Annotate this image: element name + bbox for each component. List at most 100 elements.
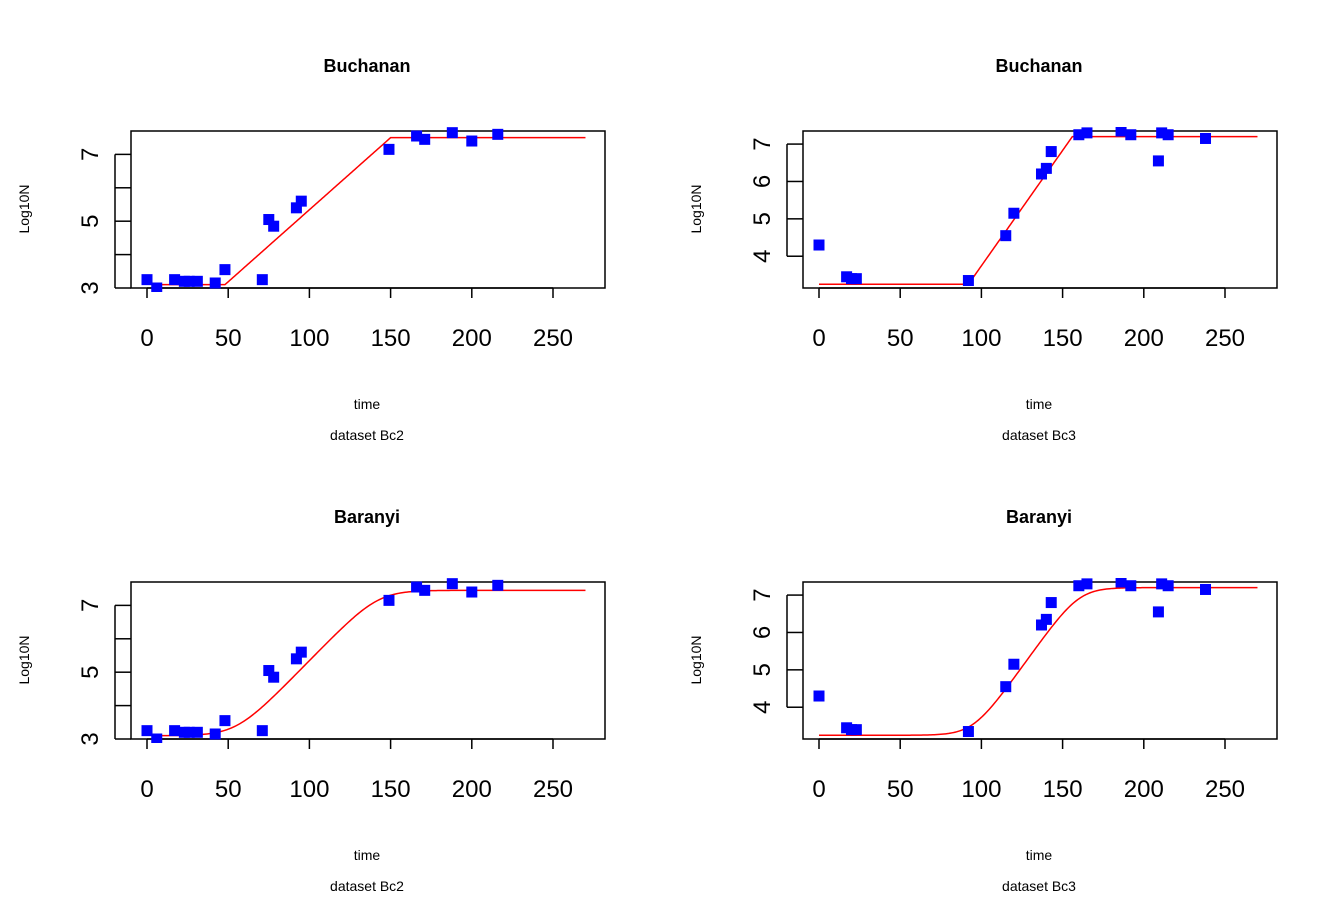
data-point <box>1008 658 1020 670</box>
data-point <box>383 143 395 155</box>
panel-title: Buchanan <box>995 56 1082 76</box>
data-point <box>419 584 431 596</box>
data-point <box>263 665 275 677</box>
data-point <box>183 726 195 738</box>
x-tick-label: 0 <box>812 776 825 803</box>
y-axis-label: Log10N <box>16 635 32 684</box>
data-point <box>850 724 862 736</box>
data-point <box>209 277 221 289</box>
x-tick-label: 150 <box>371 325 411 352</box>
data-point <box>151 282 163 292</box>
data-point <box>492 579 504 591</box>
data-point <box>1200 132 1212 144</box>
y-tick-label: 7 <box>749 588 776 601</box>
fitted-curve <box>819 135 1258 286</box>
data-point <box>446 127 458 139</box>
x-tick-label: 50 <box>215 325 242 352</box>
plot-frame <box>802 581 1278 740</box>
data-point <box>1162 129 1174 141</box>
data-point <box>813 239 825 251</box>
y-tick-label: 4 <box>749 250 776 263</box>
y-tick-label: 3 <box>77 281 104 294</box>
y-tick-label: 7 <box>77 599 104 612</box>
data-point <box>1045 597 1057 609</box>
data-point <box>411 581 423 593</box>
x-tick-label: 200 <box>1124 776 1164 803</box>
x-tick-label: 250 <box>1205 776 1245 803</box>
data-point <box>1000 681 1012 693</box>
x-tick-label: 50 <box>887 776 914 803</box>
x-tick-label: 100 <box>961 325 1001 352</box>
y-tick-label: 5 <box>749 663 776 676</box>
plot-frame <box>130 130 606 289</box>
data-point <box>466 135 478 147</box>
data-point <box>419 133 431 145</box>
x-tick-label: 250 <box>1205 325 1245 352</box>
plot-frame <box>802 130 1278 289</box>
x-tick-label: 150 <box>1043 325 1083 352</box>
data-point <box>191 726 203 738</box>
data-point <box>141 725 153 737</box>
data-point <box>1035 619 1047 631</box>
y-axis-label: Log10N <box>688 635 704 684</box>
y-tick-label: 3 <box>77 732 104 745</box>
y-tick-label: 5 <box>749 212 776 225</box>
x-axis-label: time <box>1026 396 1053 412</box>
data-point <box>962 726 974 738</box>
fitted-curve <box>155 136 586 286</box>
data-point <box>1162 580 1174 592</box>
data-point <box>1200 583 1212 595</box>
data-point <box>1125 129 1137 141</box>
x-axis-label: time <box>354 396 381 412</box>
data-point <box>466 586 478 598</box>
data-point <box>1040 162 1052 174</box>
dataset-label: dataset Bc3 <box>1002 878 1076 894</box>
x-tick-label: 200 <box>452 325 492 352</box>
y-tick-label: 5 <box>77 215 104 228</box>
data-point <box>1115 578 1127 588</box>
dataset-label: dataset Bc3 <box>1002 427 1076 443</box>
x-tick-label: 200 <box>1124 325 1164 352</box>
data-point <box>1035 168 1047 180</box>
data-point <box>151 733 163 743</box>
y-tick-label: 5 <box>77 666 104 679</box>
data-point <box>1081 578 1093 590</box>
x-axis-label: time <box>1026 847 1053 863</box>
x-tick-label: 200 <box>452 776 492 803</box>
data-point <box>1156 578 1168 590</box>
data-point <box>1115 127 1127 137</box>
data-point <box>219 715 231 727</box>
data-point <box>209 728 221 740</box>
data-point <box>191 275 203 287</box>
x-axis-label: time <box>354 847 381 863</box>
data-point <box>263 214 275 226</box>
data-point <box>169 725 181 737</box>
data-point <box>256 274 268 286</box>
data-point <box>1008 207 1020 219</box>
y-tick-label: 4 <box>749 701 776 714</box>
panel-buchanan-bc3: Buchanan time dataset Bc3 Log10N 0 50 100 1… <box>688 56 1278 443</box>
data-point <box>290 202 302 214</box>
fitted-curve <box>819 586 1258 737</box>
data-point <box>1000 230 1012 242</box>
x-tick-label: 100 <box>289 325 329 352</box>
x-tick-label: 50 <box>887 325 914 352</box>
y-axis-label: Log10N <box>16 184 32 233</box>
data-point <box>962 275 974 287</box>
data-point <box>1125 580 1137 592</box>
x-tick-label: 0 <box>140 776 153 803</box>
dataset-label: dataset Bc2 <box>330 878 404 894</box>
x-tick-label: 250 <box>533 776 573 803</box>
data-point <box>295 195 307 207</box>
data-point <box>141 274 153 286</box>
data-point <box>813 690 825 702</box>
data-point <box>446 578 458 590</box>
panel-buchanan-bc2: Buchanan time dataset Bc2 Log10N 0 50 100 1… <box>16 56 606 443</box>
data-point <box>1040 613 1052 625</box>
y-tick-label: 6 <box>749 175 776 188</box>
x-tick-label: 0 <box>812 325 825 352</box>
panel-title: Buchanan <box>323 56 410 76</box>
x-tick-label: 150 <box>371 776 411 803</box>
data-point <box>256 725 268 737</box>
